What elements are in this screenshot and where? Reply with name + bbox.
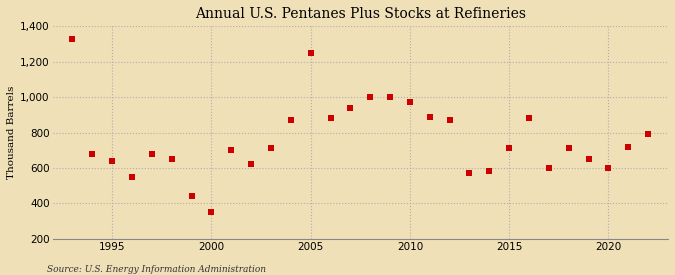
Point [345,106,356,110]
Point [107,159,117,163]
Point [643,132,653,136]
Point [543,166,554,170]
Y-axis label: Thousand Barrels: Thousand Barrels [7,86,16,179]
Point [603,166,614,170]
Point [226,148,237,152]
Point [265,146,276,151]
Point [385,95,396,99]
Point [504,146,514,151]
Point [246,162,256,167]
Point [305,51,316,55]
Point [484,169,495,174]
Point [166,157,177,161]
Point [67,37,78,41]
Point [444,118,455,122]
Point [146,152,157,156]
Point [87,152,98,156]
Point [524,116,535,120]
Point [464,171,475,175]
Text: Source: U.S. Energy Information Administration: Source: U.S. Energy Information Administ… [47,265,266,274]
Point [583,157,594,161]
Point [126,175,137,179]
Point [286,118,296,122]
Point [206,210,217,214]
Point [364,95,375,99]
Point [186,194,197,199]
Point [425,114,435,119]
Point [325,116,336,120]
Point [623,144,634,149]
Title: Annual U.S. Pentanes Plus Stocks at Refineries: Annual U.S. Pentanes Plus Stocks at Refi… [195,7,526,21]
Point [404,100,415,104]
Point [564,146,574,151]
